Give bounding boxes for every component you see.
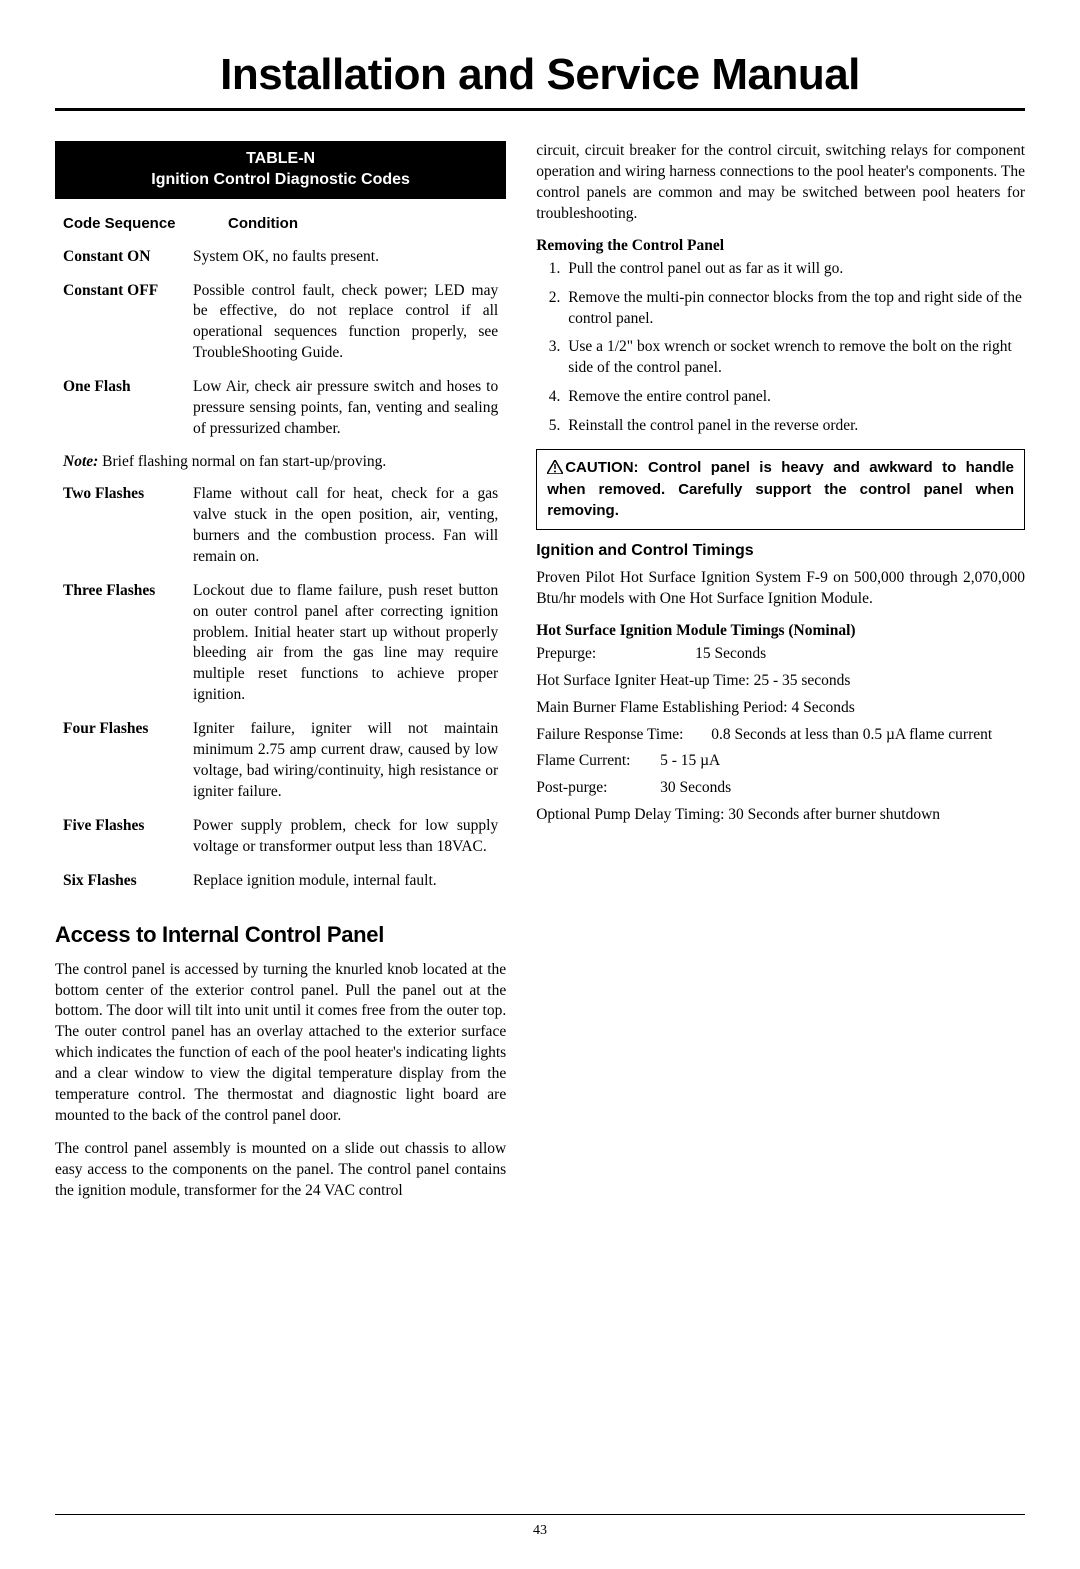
timing-frt: Failure Response Time: 0.8 Seconds at le… xyxy=(536,725,1025,746)
timing-label: Prepurge: xyxy=(536,644,691,665)
table-note: Note: Brief flashing normal on fan start… xyxy=(55,448,506,479)
timing-flame-current: Flame Current: 5 - 15 µA xyxy=(536,751,1025,772)
table-column-headers: Code Sequence Condition xyxy=(55,199,506,242)
timing-postpurge: Post-purge: 30 Seconds xyxy=(536,778,1025,799)
steps-list: Pull the control panel out as far as it … xyxy=(536,259,1025,437)
list-item: Pull the control panel out as far as it … xyxy=(564,259,1025,280)
code-cell: Four Flashes xyxy=(63,719,193,803)
timing-heatup: Hot Surface Igniter Heat-up Time: 25 - 3… xyxy=(536,671,1025,692)
access-paragraph-1: The control panel is accessed by turning… xyxy=(55,960,506,1127)
condition-cell: Power supply problem, check for low supp… xyxy=(193,816,498,858)
warning-icon xyxy=(547,460,563,480)
list-item: Remove the multi-pin connector blocks fr… xyxy=(564,288,1025,330)
table-header: TABLE-N Ignition Control Diagnostic Code… xyxy=(55,141,506,199)
list-item: Remove the entire control panel. xyxy=(564,387,1025,408)
timing-pump: Optional Pump Delay Timing: 30 Seconds a… xyxy=(536,805,1025,826)
content-columns: TABLE-N Ignition Control Diagnostic Code… xyxy=(55,141,1025,1214)
access-heading: Access to Internal Control Panel xyxy=(55,922,506,948)
table-row: Constant ON System OK, no faults present… xyxy=(55,242,506,276)
code-cell: Two Flashes xyxy=(63,484,193,568)
table-row: Four Flashes Igniter failure, igniter wi… xyxy=(55,714,506,811)
ict-heading: Ignition and Control Timings xyxy=(536,542,1025,560)
right-intro-paragraph: circuit, circuit breaker for the control… xyxy=(536,141,1025,225)
footer-rule xyxy=(55,1514,1025,1515)
condition-cell: Lockout due to flame failure, push reset… xyxy=(193,581,498,707)
note-text: Brief flashing normal on fan start-up/pr… xyxy=(98,453,386,470)
page-number: 43 xyxy=(55,1523,1025,1539)
condition-cell: Low Air, check air pressure switch and h… xyxy=(193,377,498,440)
condition-cell: Possible control fault, check power; LED… xyxy=(193,281,498,365)
condition-cell: System OK, no faults present. xyxy=(193,247,498,268)
caution-label: CAUTION xyxy=(565,459,633,476)
left-column: TABLE-N Ignition Control Diagnostic Code… xyxy=(55,141,506,1214)
col-header-condition: Condition xyxy=(198,215,498,232)
table-row: Constant OFF Possible control fault, che… xyxy=(55,276,506,373)
timing-label: Post-purge: xyxy=(536,778,656,799)
table-row: Three Flashes Lockout due to flame failu… xyxy=(55,576,506,715)
code-cell: Three Flashes xyxy=(63,581,193,707)
page-title: Installation and Service Manual xyxy=(55,50,1025,100)
right-column: circuit, circuit breaker for the control… xyxy=(536,141,1025,1214)
table-row: Five Flashes Power supply problem, check… xyxy=(55,811,506,866)
table-row: Two Flashes Flame without call for heat,… xyxy=(55,479,506,576)
title-rule xyxy=(55,108,1025,111)
code-cell: Constant OFF xyxy=(63,281,193,365)
code-cell: One Flash xyxy=(63,377,193,440)
table-row: One Flash Low Air, check air pressure sw… xyxy=(55,372,506,448)
hsim-heading: Hot Surface Ignition Module Timings (Nom… xyxy=(536,622,1025,640)
removing-heading: Removing the Control Panel xyxy=(536,237,1025,255)
timing-label: Flame Current: xyxy=(536,751,656,772)
table-header-line1: TABLE-N xyxy=(246,150,315,167)
col-header-code: Code Sequence xyxy=(63,215,198,232)
timing-value: 5 - 15 µA xyxy=(660,752,720,769)
timing-value: 15 Seconds xyxy=(695,645,766,662)
timing-value: 0.8 Seconds at less than 0.5 µA flame cu… xyxy=(711,725,1025,746)
timing-value: 30 Seconds xyxy=(660,779,731,796)
timing-label: Failure Response Time: xyxy=(536,725,711,746)
note-label: Note: xyxy=(63,453,98,470)
code-cell: Constant ON xyxy=(63,247,193,268)
table-row: Six Flashes Replace ignition module, int… xyxy=(55,866,506,900)
table-header-line2: Ignition Control Diagnostic Codes xyxy=(151,171,410,188)
list-item: Reinstall the control panel in the rever… xyxy=(564,416,1025,437)
caution-box: CAUTION: Control panel is heavy and awkw… xyxy=(536,449,1025,530)
timing-mainburner: Main Burner Flame Establishing Period: 4… xyxy=(536,698,1025,719)
condition-cell: Flame without call for heat, check for a… xyxy=(193,484,498,568)
code-cell: Five Flashes xyxy=(63,816,193,858)
condition-cell: Igniter failure, igniter will not mainta… xyxy=(193,719,498,803)
access-paragraph-2: The control panel assembly is mounted on… xyxy=(55,1139,506,1202)
code-cell: Six Flashes xyxy=(63,871,193,892)
timing-prepurge: Prepurge: 15 Seconds xyxy=(536,644,1025,665)
list-item: Use a 1/2" box wrench or socket wrench t… xyxy=(564,337,1025,379)
condition-cell: Replace ignition module, internal fault. xyxy=(193,871,498,892)
ict-paragraph: Proven Pilot Hot Surface Ignition System… xyxy=(536,568,1025,610)
